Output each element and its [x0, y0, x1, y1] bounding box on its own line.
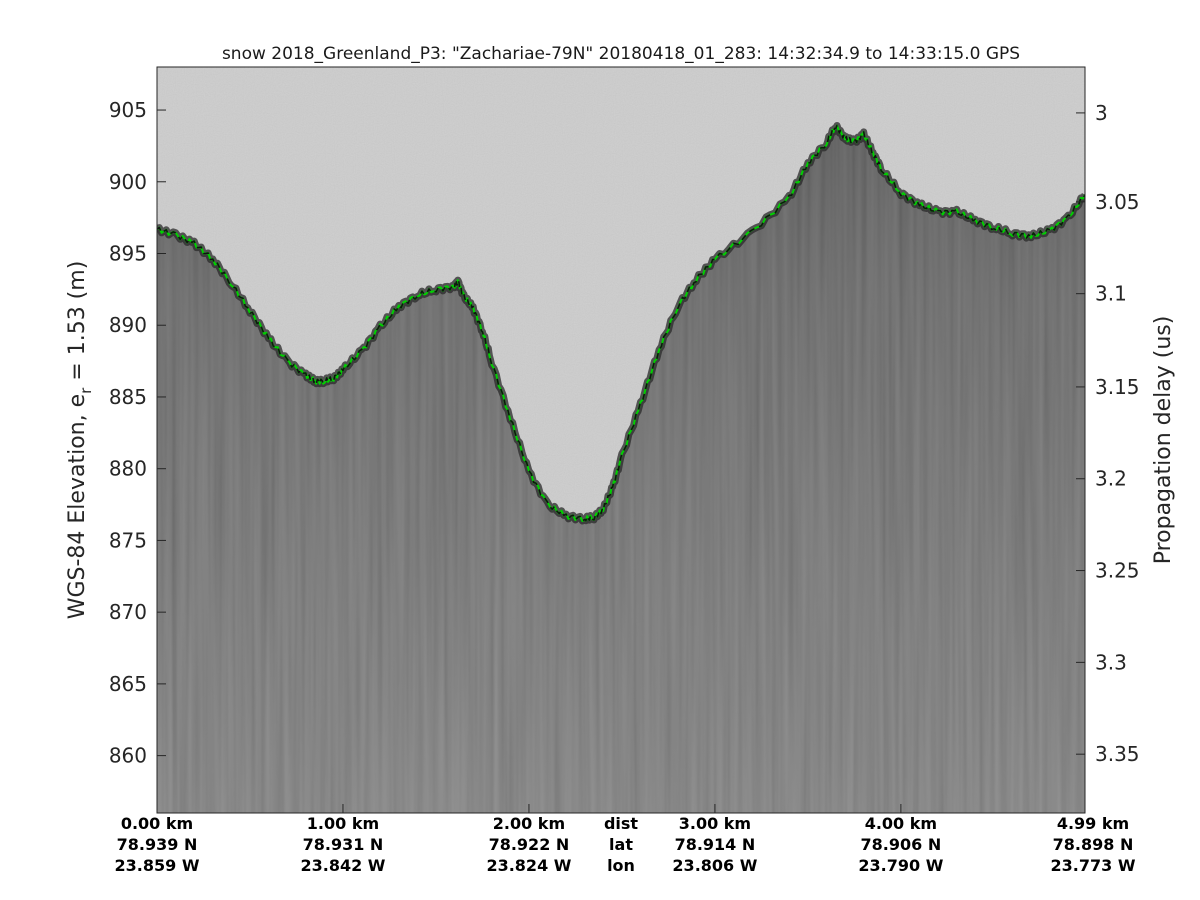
surface-pick-dashes [157, 124, 1085, 522]
x-tick-label-lon: 23.790 W [858, 856, 943, 875]
left-tick-label: 885 [109, 385, 147, 409]
x-tick-label-dist: 1.00 km [307, 814, 379, 833]
x-tick-label-lon: 23.859 W [115, 856, 200, 875]
x-tick-label-dist: 3.00 km [679, 814, 751, 833]
plot-area [157, 67, 1085, 813]
x-tick-label-lat: 78.922 N [489, 835, 570, 854]
x-tick-label-dist: 2.00 km [493, 814, 565, 833]
right-tick-label: 3.15 [1095, 375, 1140, 399]
left-y-axis: 860 865 870 875 880 885 890 895 900 905 [109, 98, 166, 768]
x-tick-label-lat: 78.898 N [1053, 835, 1134, 854]
x-tick-label-dist: 0.00 km [121, 814, 193, 833]
right-tick-label: 3 [1095, 101, 1108, 125]
left-tick-label: 875 [109, 528, 147, 552]
right-tick-label: 3.05 [1095, 190, 1140, 214]
right-y-axis: 3 3.05 3.1 3.15 3.2 3.25 3.3 3.35 [1076, 101, 1140, 766]
x-row-label-lat: lat [609, 835, 633, 854]
right-y-axis-label: Propagation delay (us) [1151, 316, 1176, 565]
left-tick-label: 890 [109, 313, 147, 337]
x-tick-label-lat: 78.906 N [861, 835, 942, 854]
x-tick-label-lon: 23.824 W [486, 856, 571, 875]
x-tick-label-dist: 4.99 km [1057, 814, 1129, 833]
x-tick-label-lat: 78.914 N [675, 835, 756, 854]
right-tick-label: 3.35 [1095, 742, 1140, 766]
right-tick-label: 3.1 [1095, 282, 1127, 306]
x-tick-label-dist: 4.00 km [865, 814, 937, 833]
left-tick-label: 860 [109, 744, 147, 768]
left-tick-label: 905 [109, 98, 147, 122]
left-y-axis-label: WGS-84 Elevation, er = 1.53 (m) [65, 261, 95, 620]
x-tick-label-lon: 23.806 W [672, 856, 757, 875]
x-tick-label-lon: 23.842 W [300, 856, 385, 875]
left-tick-label: 895 [109, 242, 147, 266]
left-tick-label: 870 [109, 600, 147, 624]
x-axis: 0.00 km 78.939 N 23.859 W 1.00 km 78.931 N 23… [115, 804, 1136, 875]
right-tick-label: 3.2 [1095, 467, 1127, 491]
chart-title: snow 2018_Greenland_P3: "Zachariae-79N" … [222, 44, 1020, 64]
left-tick-label: 880 [109, 457, 147, 481]
left-tick-label: 865 [109, 672, 147, 696]
x-tick-label-lon: 23.773 W [1051, 856, 1136, 875]
plot-frame [156, 66, 1086, 814]
x-tick-label-lat: 78.931 N [303, 835, 384, 854]
right-tick-label: 3.3 [1095, 650, 1127, 674]
right-tick-label: 3.25 [1095, 559, 1140, 583]
x-row-label-lon: lon [607, 856, 635, 875]
x-row-label-dist: dist [604, 814, 638, 833]
left-tick-label: 900 [109, 170, 147, 194]
x-tick-label-lat: 78.939 N [117, 835, 198, 854]
